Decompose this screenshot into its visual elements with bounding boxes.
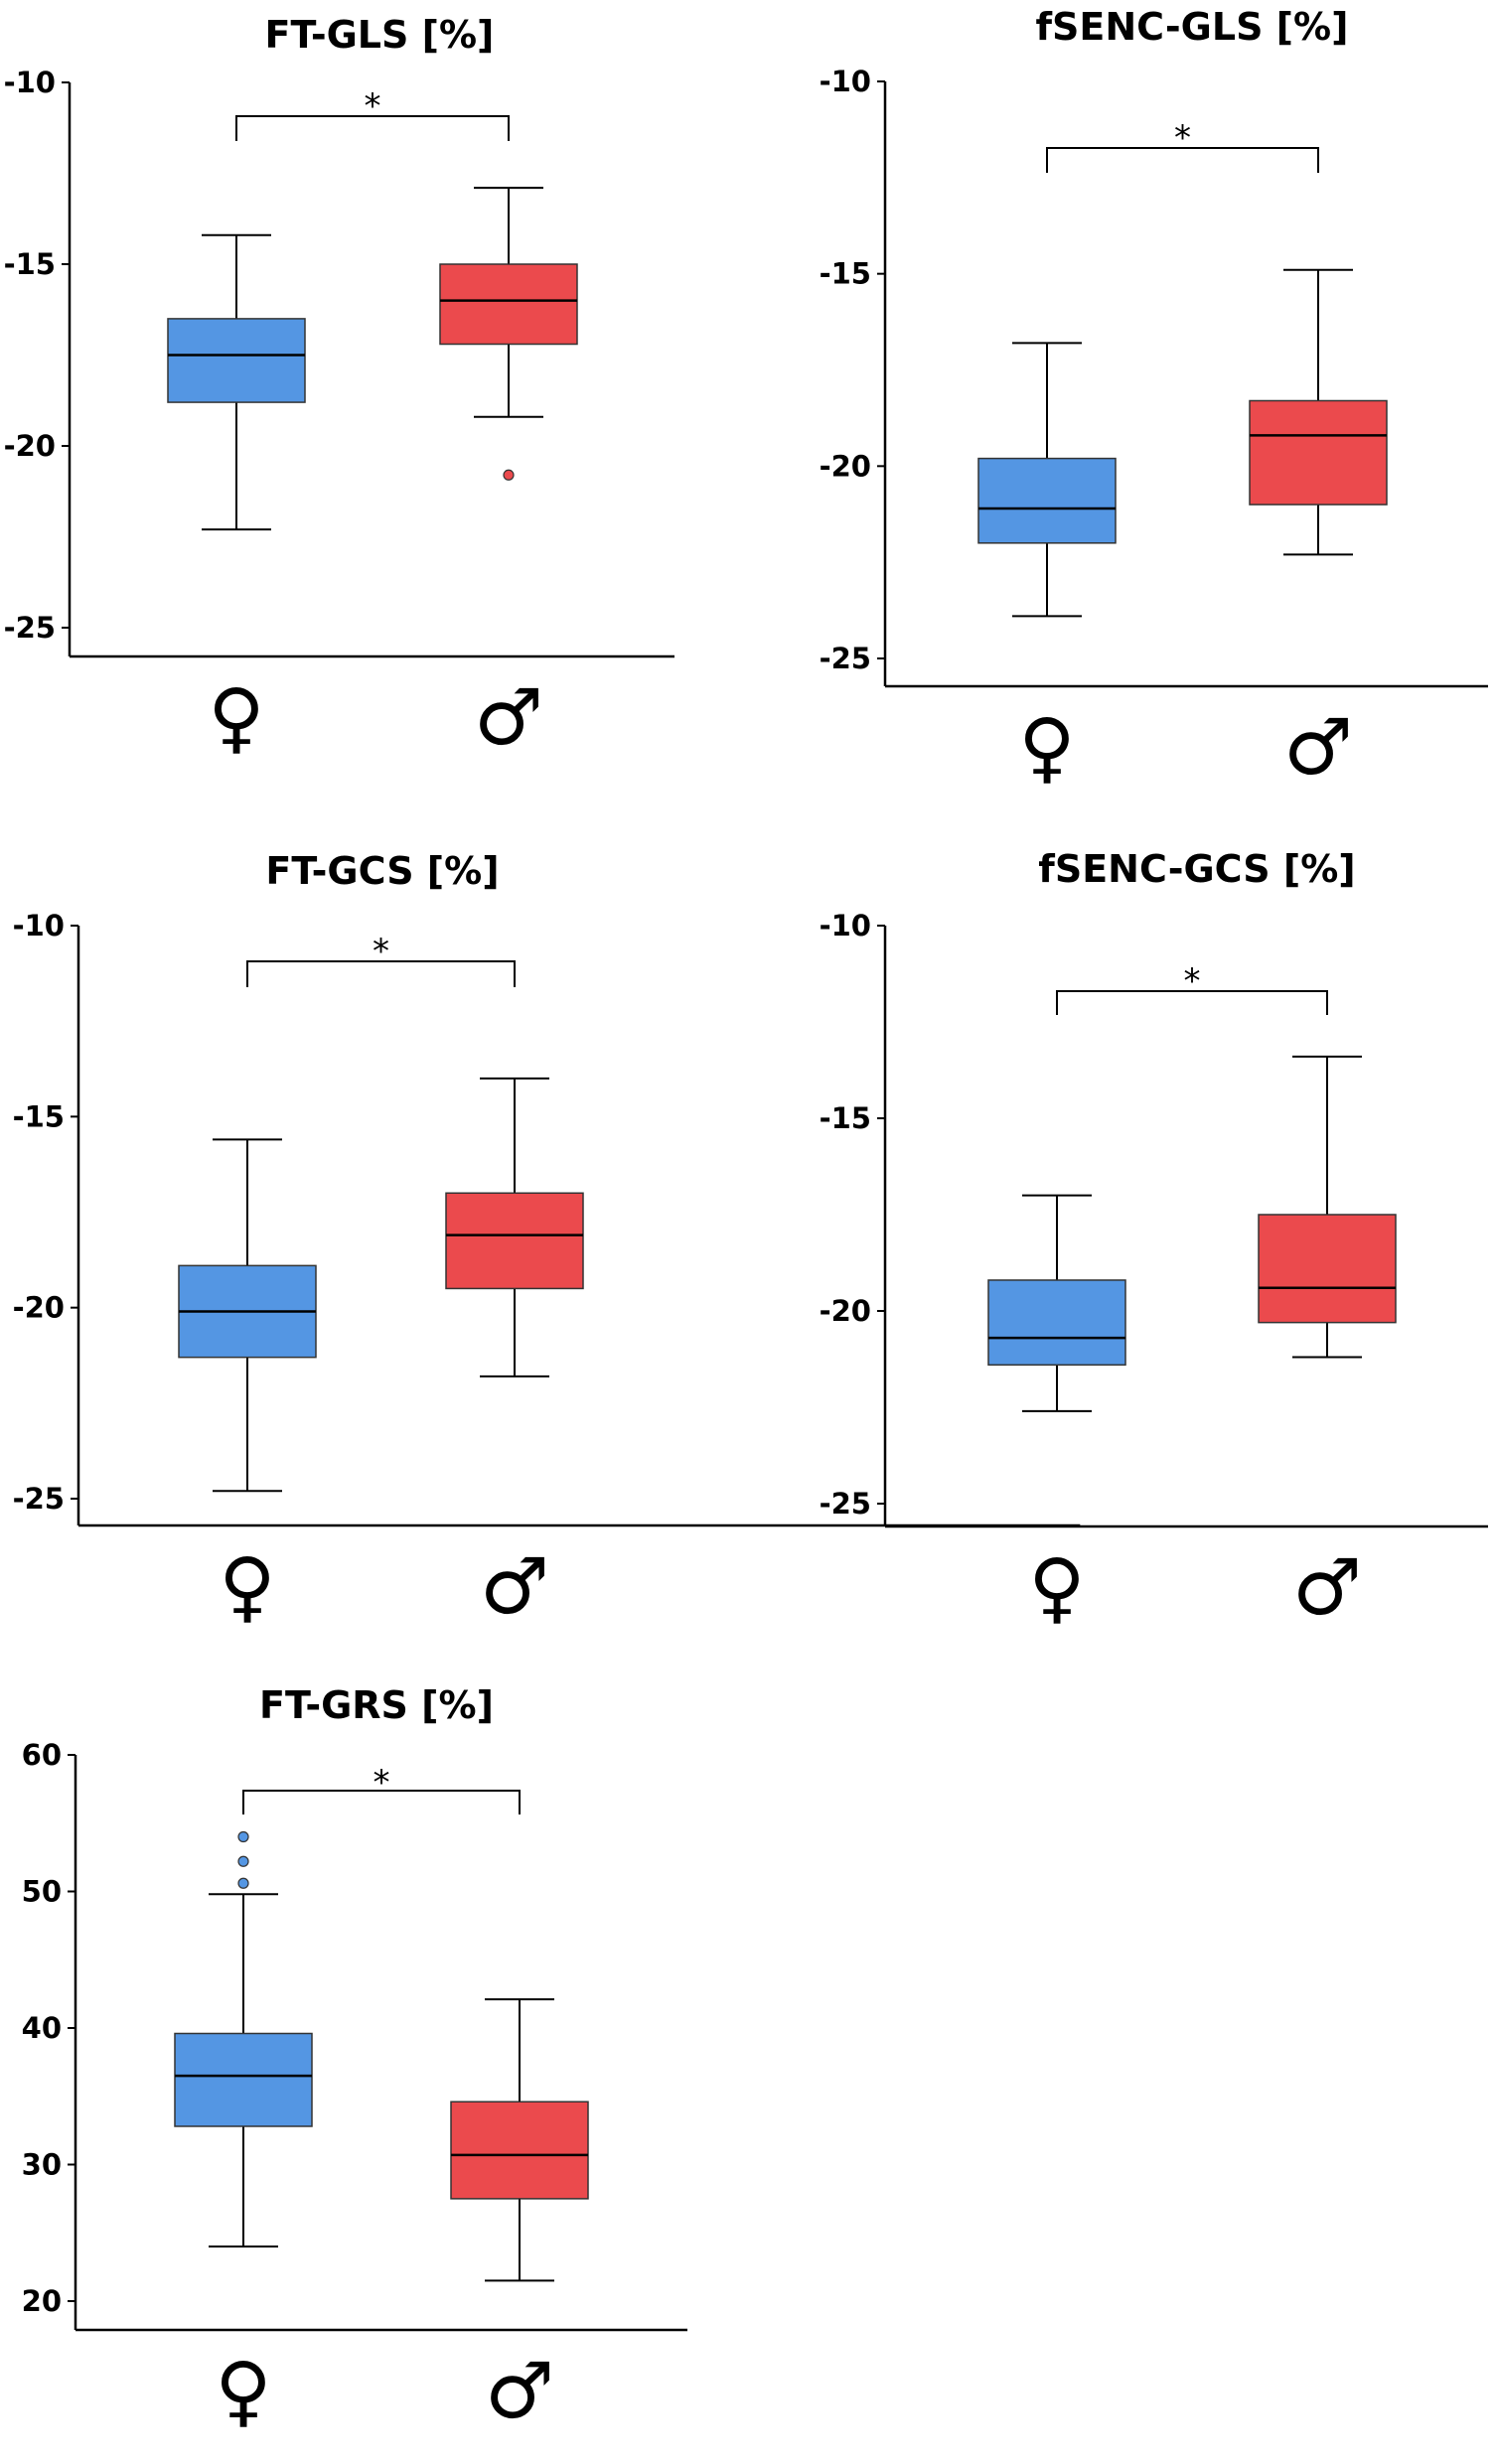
iqr-box <box>439 263 578 346</box>
iqr-box <box>450 2101 589 2200</box>
outlier-point <box>237 1855 249 1867</box>
female-symbol-label: ♀ <box>208 673 264 763</box>
box-male <box>450 1998 589 2282</box>
boxplot-panel-2: fSENC-GLS [%] -10 -15 -20 -25 * ♀ ♂ <box>820 5 1488 793</box>
y-tick-label: -10 <box>13 909 65 942</box>
box-female <box>167 233 306 531</box>
iqr-box <box>167 318 306 403</box>
iqr-box <box>174 2032 313 2127</box>
y-tick-label: -10 <box>820 909 871 942</box>
iqr-box <box>445 1192 584 1290</box>
chart-title: FT-GCS [%] <box>265 849 499 893</box>
y-tick-label: 30 <box>22 2148 62 2182</box>
box-female <box>977 342 1117 618</box>
box-male <box>1249 268 1388 556</box>
boxplot-panel-5: FT-GRS [%] 60 50 40 30 20 * ♀ ♂ <box>22 1683 687 2436</box>
chart-title: FT-GLS [%] <box>265 13 495 57</box>
significance-bracket <box>235 115 510 141</box>
box-female <box>174 1830 313 2247</box>
y-tick-label: 40 <box>22 2011 62 2045</box>
y-tick-label: 50 <box>22 1875 62 1909</box>
y-tick-label: -25 <box>820 1487 871 1521</box>
male-symbol-label: ♂ <box>480 1542 549 1632</box>
outlier-point <box>237 1877 249 1889</box>
y-tick-label: 20 <box>22 2284 62 2318</box>
iqr-box <box>1249 399 1388 506</box>
male-symbol-label: ♂ <box>485 2347 554 2436</box>
chart-title: FT-GRS [%] <box>259 1683 494 1727</box>
y-tick-label: -15 <box>820 1101 871 1135</box>
y-tick-label: -10 <box>4 66 56 99</box>
significance-asterisk: * <box>373 932 389 971</box>
y-tick-label: -15 <box>13 1099 65 1133</box>
y-tick-label: 60 <box>22 1738 62 1772</box>
chart-title: fSENC-GLS [%] <box>1035 5 1348 49</box>
box-female <box>178 1138 317 1493</box>
outlier-point <box>237 1830 249 1843</box>
y-tick-label: -20 <box>820 1294 871 1328</box>
iqr-box <box>987 1279 1126 1367</box>
y-tick-label: -10 <box>820 65 871 98</box>
y-tick-label: -20 <box>13 1291 65 1325</box>
significance-bracket <box>242 1790 521 1814</box>
outlier-point <box>503 469 515 481</box>
box-male <box>1258 1055 1397 1359</box>
iqr-box <box>977 457 1117 544</box>
female-symbol-label: ♀ <box>1018 703 1075 793</box>
y-tick-label: -20 <box>820 449 871 483</box>
significance-bracket <box>1056 990 1328 1015</box>
chart-title: fSENC-GCS [%] <box>1038 847 1355 891</box>
box-male <box>445 1077 584 1377</box>
y-tick-label: -15 <box>820 257 871 291</box>
box-female <box>987 1194 1126 1412</box>
y-tick-label: -25 <box>13 1482 65 1516</box>
female-symbol-label: ♀ <box>219 1542 275 1632</box>
y-tick-label: -15 <box>4 247 56 281</box>
male-symbol-label: ♂ <box>1292 1543 1362 1633</box>
male-symbol-label: ♂ <box>1283 703 1353 793</box>
female-symbol-label: ♀ <box>215 2347 271 2436</box>
significance-bracket <box>246 960 516 987</box>
female-symbol-label: ♀ <box>1028 1543 1085 1633</box>
significance-asterisk: * <box>374 1763 390 1803</box>
boxplot-panel-3: FT-GCS [%] -10 -15 -20 -25 * ♀ ♂ <box>13 849 1081 1632</box>
boxplot-panel-4: fSENC-GCS [%] -10 -15 -20 -25 * ♀ ♂ <box>820 847 1488 1633</box>
male-symbol-label: ♂ <box>474 673 543 763</box>
significance-bracket <box>1046 147 1319 173</box>
y-tick-label: -25 <box>820 642 871 675</box>
y-tick-label: -20 <box>4 429 56 463</box>
box-male <box>439 187 578 481</box>
boxplot-panel-1: FT-GLS [%] -10 -15 -20 -25 * ♀ ♂ <box>4 13 674 763</box>
y-tick-label: -25 <box>4 611 56 645</box>
iqr-box <box>1258 1214 1397 1324</box>
significance-asterisk: * <box>1184 961 1201 1001</box>
significance-asterisk: * <box>365 86 381 126</box>
significance-asterisk: * <box>1174 118 1191 158</box>
